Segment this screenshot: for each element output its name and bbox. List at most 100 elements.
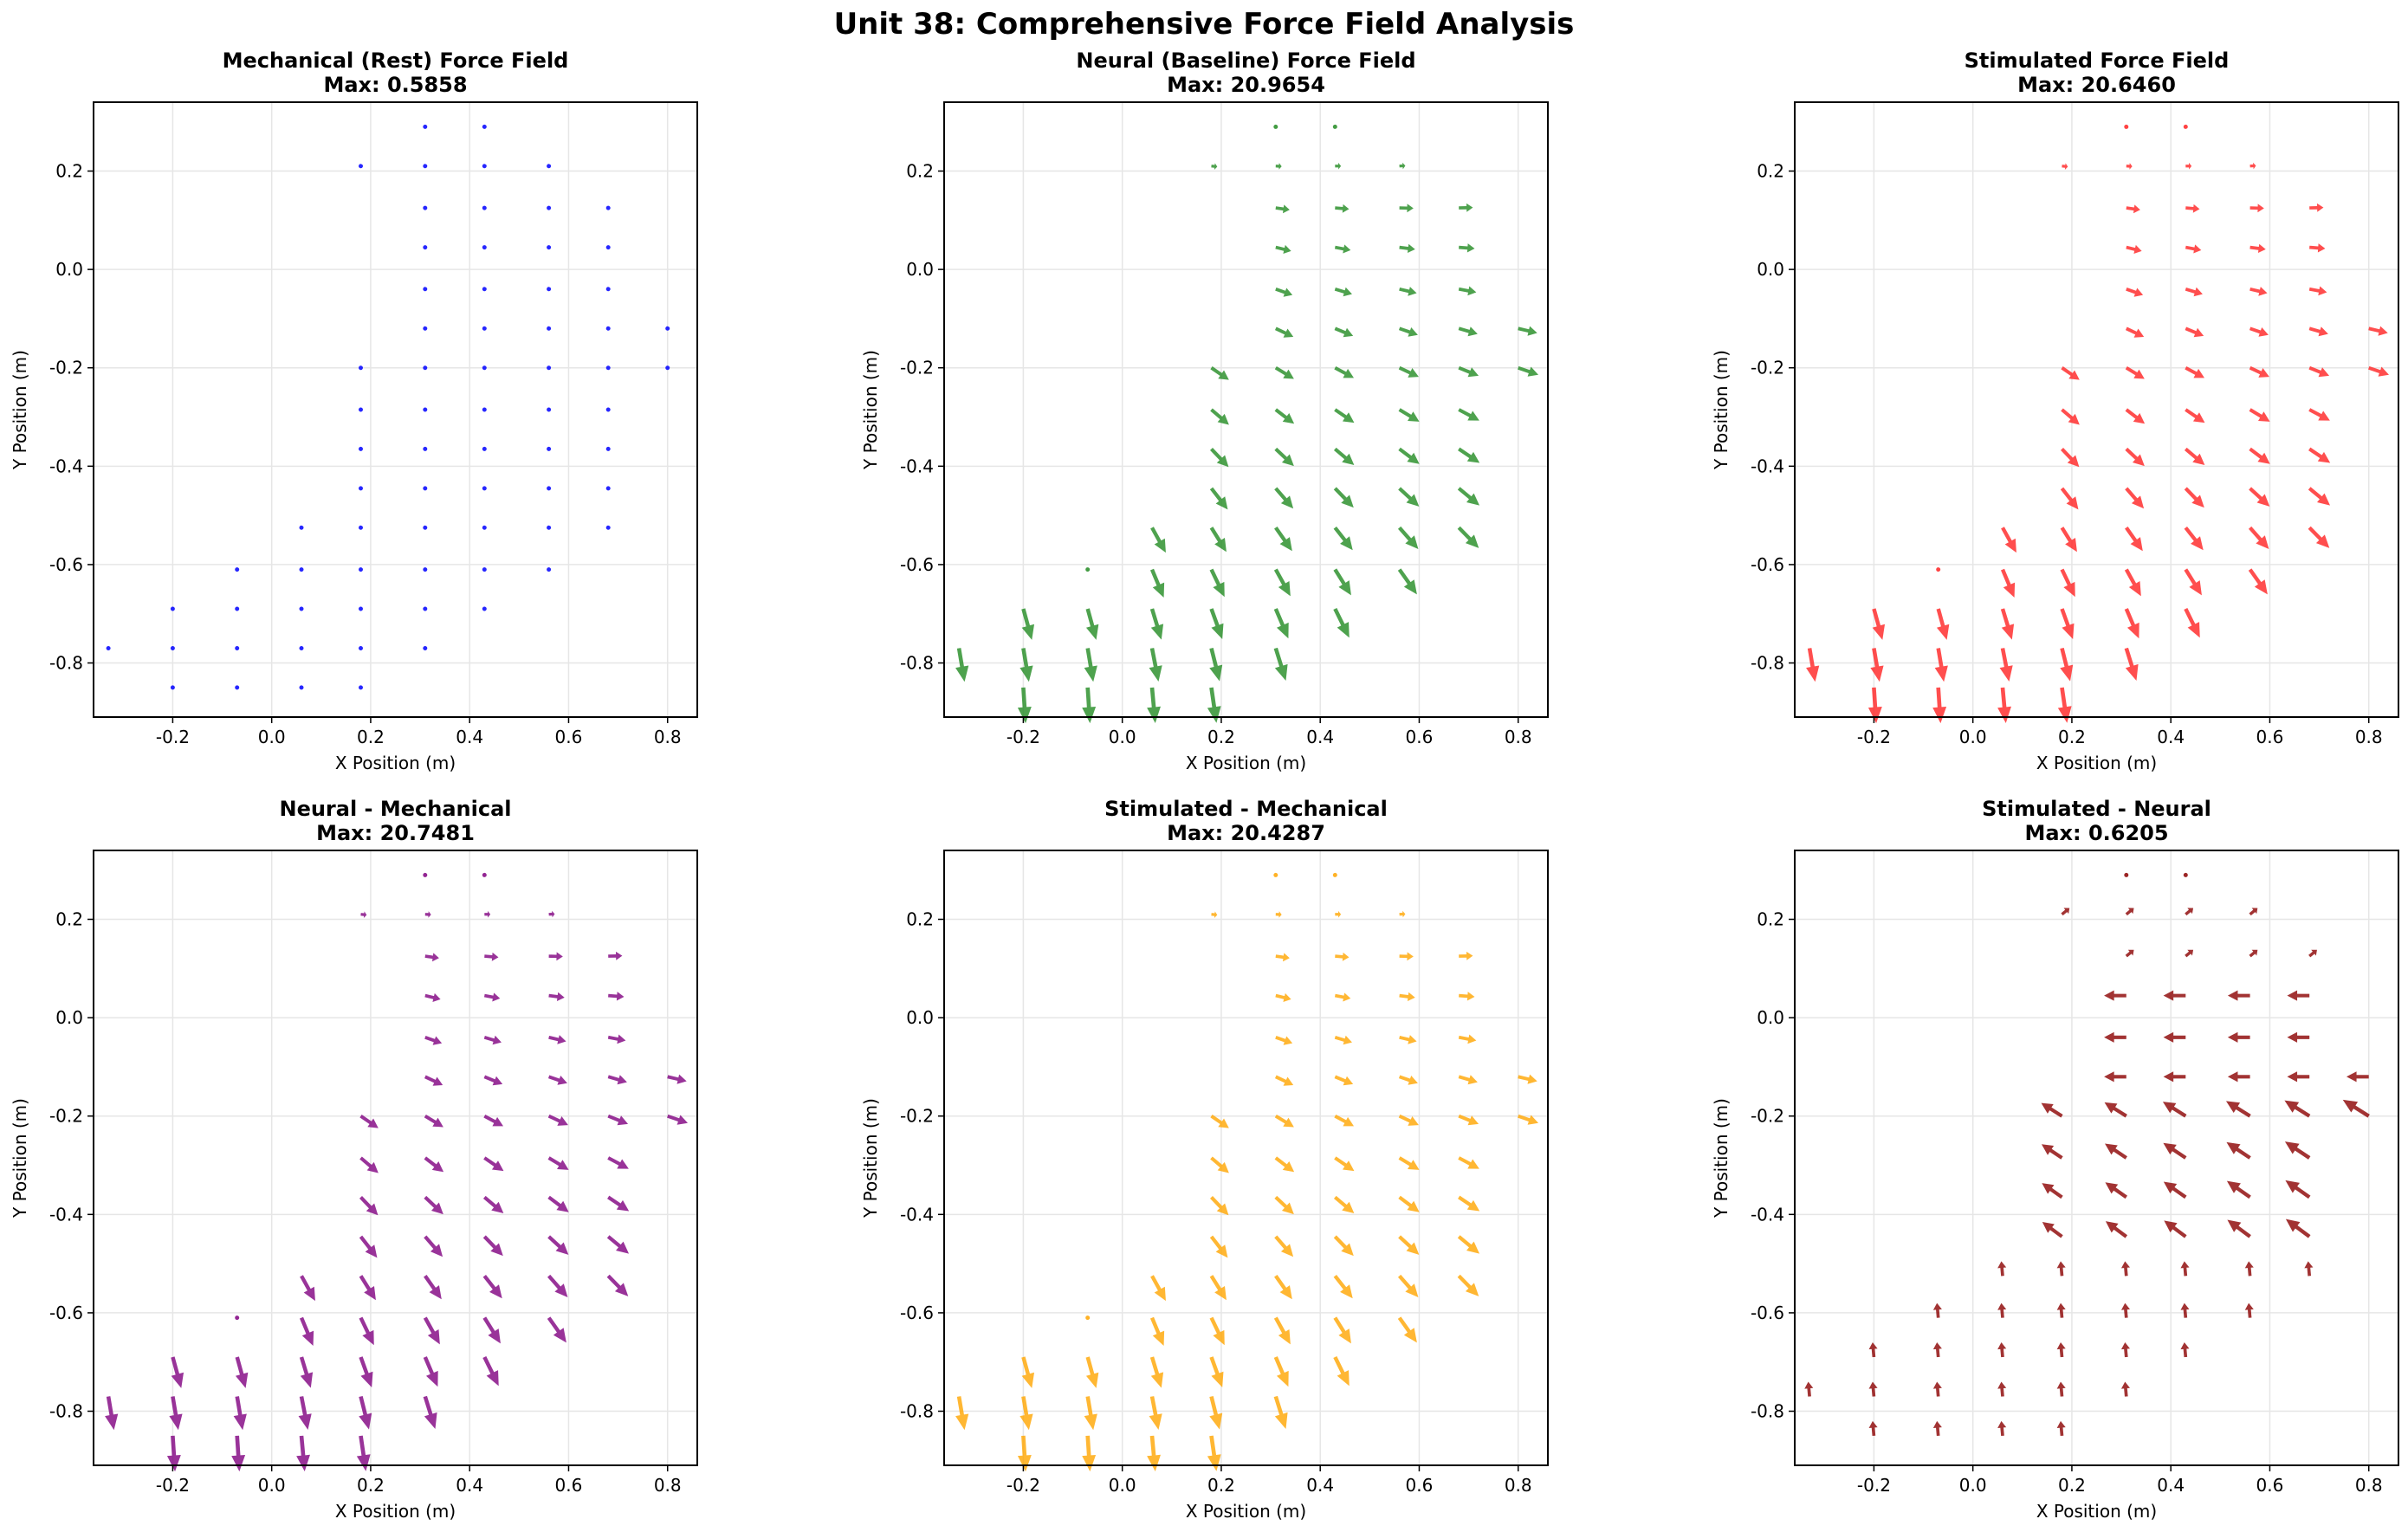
quiver-arrow (482, 486, 487, 491)
y-tick-label: -0.2 (900, 1106, 934, 1127)
quiver-arrow (1335, 162, 1342, 170)
quiver-arrow (2163, 1071, 2186, 1083)
quiver-arrow (1932, 1381, 1942, 1397)
quiver-arrow (1210, 1115, 1229, 1128)
quiver-arrow (171, 1356, 184, 1388)
quiver-arrow (547, 486, 552, 491)
x-tick-label: -0.2 (1007, 727, 1040, 747)
quiver-arrow (1459, 203, 1473, 212)
quiver-arrow (667, 1114, 689, 1125)
quiver-arrow (235, 685, 240, 690)
quiver-arrow (2308, 487, 2331, 506)
quiver-arrow (606, 1235, 630, 1254)
quiver-arrow (1021, 608, 1035, 640)
quiver-arrow (1209, 527, 1227, 553)
quiver-arrow (1398, 1156, 1420, 1170)
axes-frame (943, 850, 1549, 1466)
quiver-arrow (1804, 1381, 1814, 1397)
quiver-arrow (482, 525, 487, 530)
quiver-arrow (1150, 1275, 1166, 1302)
quiver-arrow (1334, 1075, 1354, 1086)
quiver-arrow (1458, 286, 1477, 296)
quiver-arrow (1457, 1235, 1480, 1254)
quiver-arrow (1398, 1235, 1420, 1255)
x-tick-label: 0.2 (1207, 727, 1235, 747)
quiver-arrow (300, 1275, 315, 1302)
quiver-arrow (235, 1356, 249, 1388)
quiver-arrow (2061, 908, 2070, 916)
quiver-arrow (605, 326, 611, 331)
quiver-arrow (1274, 326, 1294, 338)
quiver-arrow (2249, 326, 2269, 337)
quiver-arrow (1333, 1356, 1350, 1387)
quiver-arrow (2308, 365, 2330, 378)
quiver-arrow (605, 245, 611, 250)
quiver-arrow (2061, 408, 2080, 425)
quiver-arrow (1209, 1356, 1224, 1387)
y-tick-label: 0.0 (906, 1007, 934, 1028)
quiver-arrow (359, 606, 363, 611)
quiver-arrow (1274, 1114, 1294, 1128)
y-tick-label: -0.4 (900, 456, 934, 476)
quiver-arrow (2226, 1141, 2251, 1160)
quiver-arrow (482, 1235, 503, 1257)
quiver-arrow (1399, 1035, 1417, 1044)
figure-suptitle: Unit 38: Comprehensive Force Field Analy… (833, 7, 1575, 42)
quiver-arrow (1334, 1035, 1352, 1045)
quiver-arrow (299, 567, 304, 572)
quiver-arrow (955, 1396, 969, 1431)
quiver-arrow (1398, 365, 1419, 378)
quiver-arrow (1806, 648, 1820, 682)
quiver-arrow (2249, 243, 2266, 254)
quiver-arrow (1335, 952, 1350, 961)
y-tick-label: -0.2 (900, 358, 934, 378)
y-axis-label: Y Position (m) (10, 350, 30, 470)
quiver-arrow (2124, 608, 2139, 639)
x-tick-label: 0.6 (555, 1475, 583, 1496)
quiver-arrow (1209, 608, 1224, 639)
panel-subtitle: Max: 20.6460 (2017, 73, 2176, 97)
quiver-arrow (2056, 1261, 2066, 1277)
quiver-arrow (548, 910, 555, 918)
quiver-arrow (1273, 647, 1288, 681)
quiver-arrow (1334, 326, 1354, 338)
x-tick-label: -0.2 (156, 1475, 190, 1496)
quiver-arrow (482, 1316, 501, 1344)
quiver-arrow (547, 1235, 569, 1255)
quiver-arrow (1459, 243, 1475, 253)
quiver-arrow (1397, 568, 1417, 595)
quiver-arrow (2126, 288, 2144, 297)
quiver-arrow (1082, 687, 1097, 724)
x-tick-label: 0.2 (357, 727, 385, 747)
y-tick-label: -0.2 (1751, 1106, 1784, 1127)
quiver-arrow (2248, 568, 2268, 595)
quiver-arrow (299, 1356, 314, 1388)
quiver-arrow (423, 1356, 438, 1387)
quiver-arrow (359, 567, 363, 572)
quiver-arrow (607, 1156, 629, 1169)
quiver-arrow (1398, 326, 1418, 337)
quiver-arrow (2287, 990, 2310, 1001)
quiver-arrow (1335, 204, 1350, 213)
quiver-arrow (1932, 687, 1947, 724)
quiver-arrow (547, 525, 552, 530)
quiver-arrow (2180, 1261, 2190, 1277)
quiver-arrow (2126, 163, 2133, 170)
quiver-arrow (1275, 163, 1282, 170)
quiver-arrow (1209, 1395, 1223, 1430)
quiver-arrow (2042, 1183, 2063, 1199)
quiver-arrow (1210, 408, 1229, 425)
quiver-arrow (2309, 243, 2326, 253)
quiver-arrow (2249, 487, 2270, 507)
quiver-arrow (2185, 204, 2200, 213)
quiver-arrow (2060, 447, 2080, 468)
quiver-arrow (1518, 1114, 1539, 1125)
quiver-arrow (1458, 1114, 1479, 1126)
quiver-arrow (482, 567, 487, 572)
quiver-arrow (1209, 1275, 1227, 1301)
axes-frame (1794, 101, 2399, 718)
quiver-arrow (235, 646, 240, 650)
panel-1: -0.2 0.0 0.2 0.4 0.6 0.8 -0.8 -0.6 -0.4 -0.2 0.0 0.… (10, 48, 698, 773)
quiver-arrow (2285, 1218, 2311, 1238)
quiver-arrow (2105, 1221, 2128, 1238)
